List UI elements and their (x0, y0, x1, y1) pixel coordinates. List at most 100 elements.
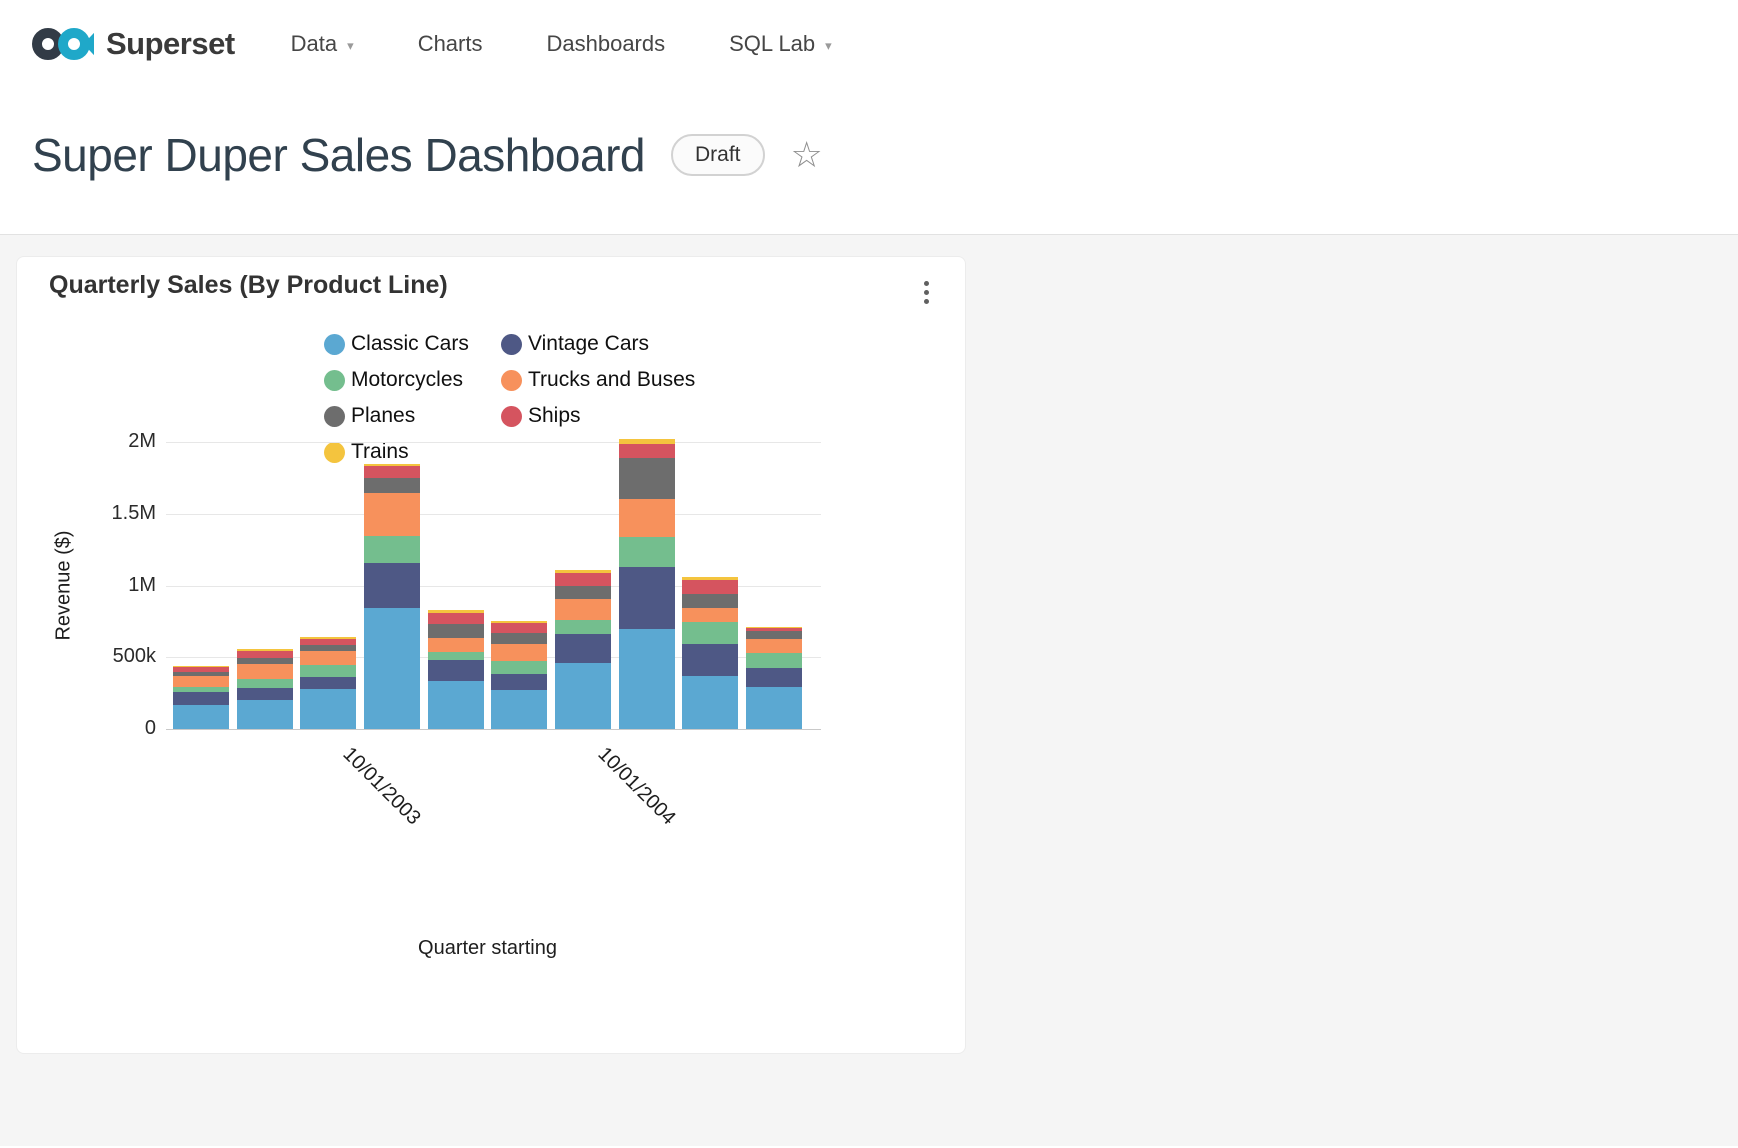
nav-item-data[interactable]: Data ▾ (291, 31, 354, 57)
dashboard-content: Quarterly Sales (By Product Line) Classi… (0, 235, 1738, 1146)
bar-segment-motorcycles[interactable] (555, 619, 612, 634)
bar-segment-planes[interactable] (236, 658, 293, 664)
bar-segment-classic-cars[interactable] (236, 700, 293, 729)
bar-segment-trucks-and-buses[interactable] (491, 643, 548, 661)
bar-segment-trucks-and-buses[interactable] (427, 637, 484, 652)
bar-segment-ships[interactable] (491, 622, 548, 633)
bar-segment-vintage-cars[interactable] (172, 692, 229, 705)
bar-segment-classic-cars[interactable] (363, 608, 420, 729)
bar-segment-planes[interactable] (300, 645, 357, 651)
legend-item-motorcycles[interactable]: Motorcycles (324, 368, 501, 391)
legend-item-classic-cars[interactable]: Classic Cars (324, 332, 501, 355)
bar-segment-motorcycles[interactable] (363, 536, 420, 563)
bar-segment-motorcycles[interactable] (746, 652, 803, 669)
bar-segment-trucks-and-buses[interactable] (172, 675, 229, 687)
bar-segment-ships[interactable] (300, 638, 357, 646)
bar-segment-trains[interactable] (682, 576, 739, 580)
bar-segment-motorcycles[interactable] (300, 665, 357, 678)
bar-segment-ships[interactable] (236, 650, 293, 658)
kebab-menu-icon[interactable] (918, 275, 935, 310)
bar-segment-classic-cars[interactable] (618, 628, 675, 729)
bar-segment-trucks-and-buses[interactable] (618, 498, 675, 538)
bar[interactable] (682, 576, 739, 729)
bar-segment-classic-cars[interactable] (746, 686, 803, 729)
nav-item-sql-lab[interactable]: SQL Lab ▾ (729, 31, 832, 57)
bar[interactable] (618, 439, 675, 729)
bar-segment-classic-cars[interactable] (682, 675, 739, 729)
legend-item-vintage-cars[interactable]: Vintage Cars (501, 332, 695, 355)
bar-segment-ships[interactable] (746, 627, 803, 632)
bar-segment-trains[interactable] (363, 463, 420, 467)
bar-segment-vintage-cars[interactable] (427, 660, 484, 681)
bar-segment-vintage-cars[interactable] (682, 643, 739, 676)
favorite-star-icon[interactable]: ☆ (790, 134, 823, 175)
bar-segment-planes[interactable] (172, 671, 229, 676)
bar-segment-trains[interactable] (427, 609, 484, 613)
bar-segment-trucks-and-buses[interactable] (555, 599, 612, 620)
bar-segment-vintage-cars[interactable] (236, 688, 293, 701)
bar-segment-classic-cars[interactable] (491, 690, 548, 729)
bar[interactable] (172, 665, 229, 729)
bar-segment-classic-cars[interactable] (172, 704, 229, 729)
bar-segment-motorcycles[interactable] (491, 660, 548, 674)
brand-name: Superset (106, 26, 235, 61)
bar[interactable] (300, 637, 357, 729)
bar-segment-motorcycles[interactable] (427, 651, 484, 661)
legend-item-trains[interactable]: Trains (324, 440, 501, 463)
y-tick-label: 1.5M (111, 501, 156, 524)
bar[interactable] (491, 620, 548, 729)
bar-segment-vintage-cars[interactable] (491, 673, 548, 691)
bar-segment-planes[interactable] (618, 457, 675, 499)
bar-segment-planes[interactable] (746, 631, 803, 640)
bar-segment-ships[interactable] (555, 572, 612, 587)
bar-segment-motorcycles[interactable] (618, 537, 675, 567)
legend-label: Trains (351, 440, 409, 463)
bar-segment-trucks-and-buses[interactable] (682, 608, 739, 623)
bar-segment-ships[interactable] (618, 444, 675, 458)
bar-segment-classic-cars[interactable] (427, 680, 484, 729)
bar-segment-motorcycles[interactable] (682, 622, 739, 644)
bar-segment-trains[interactable] (746, 627, 803, 628)
bar-segment-classic-cars[interactable] (555, 662, 612, 729)
bar-segment-trains[interactable] (172, 665, 229, 668)
bar-segment-vintage-cars[interactable] (300, 677, 357, 689)
bar-segment-ships[interactable] (427, 612, 484, 625)
nav-item-dashboards[interactable]: Dashboards (546, 31, 665, 57)
y-tick-label: 0 (144, 717, 156, 739)
bar[interactable] (236, 649, 293, 729)
bar-segment-motorcycles[interactable] (236, 678, 293, 689)
bar-segment-planes[interactable] (682, 594, 739, 609)
bar-segment-trains[interactable] (618, 439, 675, 445)
bar-segment-planes[interactable] (427, 624, 484, 638)
bar-segment-trains[interactable] (555, 569, 612, 573)
bar[interactable] (555, 569, 612, 729)
bar-segment-classic-cars[interactable] (300, 688, 357, 729)
legend-item-ships[interactable]: Ships (501, 404, 695, 427)
legend-item-trucks-and-buses[interactable]: Trucks and Buses (501, 368, 695, 391)
bar-segment-trucks-and-buses[interactable] (236, 663, 293, 679)
bar-segment-trains[interactable] (236, 649, 293, 651)
bar-segment-ships[interactable] (172, 667, 229, 672)
bar[interactable] (427, 609, 484, 729)
bar[interactable] (363, 463, 420, 729)
superset-logo[interactable]: Superset (28, 22, 235, 66)
bar-segment-trucks-and-buses[interactable] (300, 650, 357, 666)
nav-item-charts[interactable]: Charts (418, 31, 483, 57)
bar-segment-vintage-cars[interactable] (746, 668, 803, 687)
bar-segment-vintage-cars[interactable] (555, 633, 612, 663)
bar-segment-ships[interactable] (363, 466, 420, 478)
legend-item-planes[interactable]: Planes (324, 404, 501, 427)
bar-segment-trucks-and-buses[interactable] (363, 492, 420, 536)
bar-segment-trains[interactable] (491, 620, 548, 623)
bar-segment-vintage-cars[interactable] (618, 566, 675, 629)
bar[interactable] (746, 627, 803, 729)
bar-segment-ships[interactable] (682, 579, 739, 595)
bar-segment-trains[interactable] (300, 637, 357, 639)
x-tick-label: 10/01/2003 (338, 743, 425, 830)
bar-segment-motorcycles[interactable] (172, 686, 229, 693)
bar-segment-vintage-cars[interactable] (363, 562, 420, 609)
bar-segment-trucks-and-buses[interactable] (746, 639, 803, 653)
bar-segment-planes[interactable] (555, 586, 612, 600)
bar-segment-planes[interactable] (363, 477, 420, 493)
bar-segment-planes[interactable] (491, 632, 548, 644)
